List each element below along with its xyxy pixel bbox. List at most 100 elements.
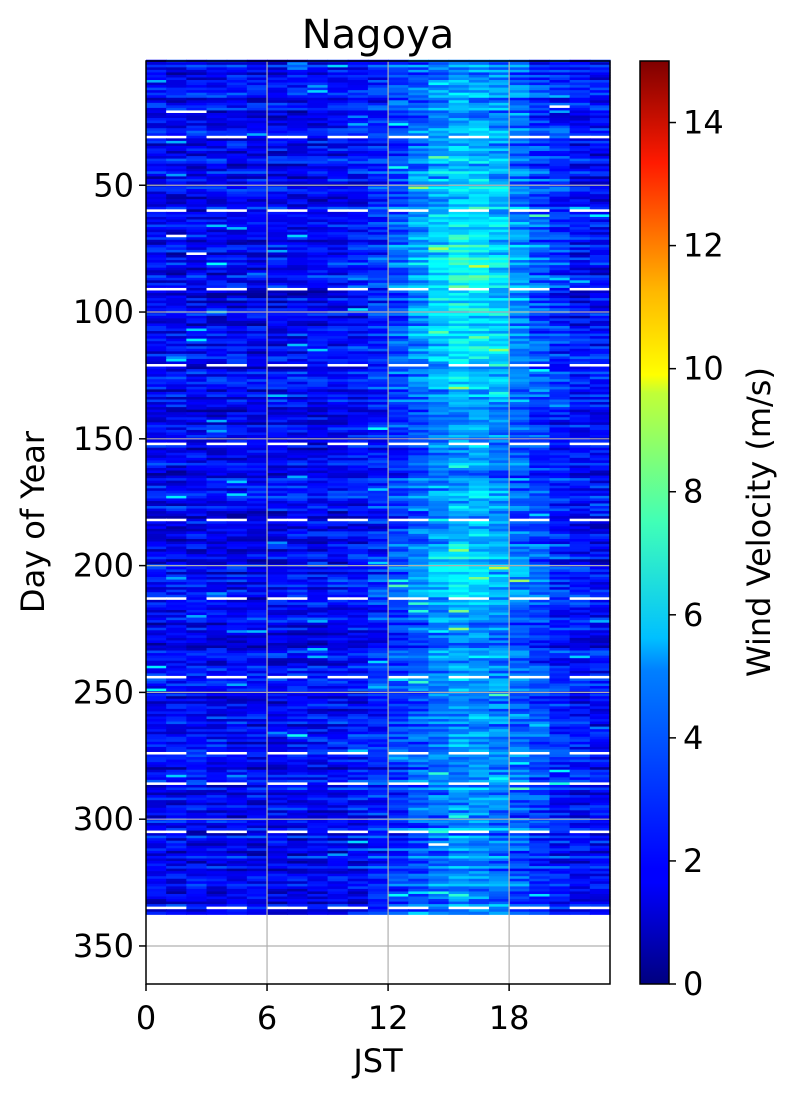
heatmap-cell bbox=[428, 247, 450, 251]
heatmap-cell bbox=[246, 473, 268, 477]
heatmap-cell bbox=[267, 257, 288, 261]
heatmap-cell bbox=[146, 407, 167, 411]
heatmap-cell bbox=[509, 191, 530, 195]
heatmap-cell bbox=[509, 587, 530, 591]
heatmap-cell bbox=[166, 455, 187, 459]
heatmap-cell bbox=[408, 536, 430, 540]
heatmap-cell bbox=[287, 222, 308, 226]
heatmap-cell bbox=[589, 447, 611, 451]
heatmap-cell bbox=[226, 402, 248, 406]
heatmap-cell bbox=[367, 148, 389, 152]
heatmap-cell bbox=[509, 361, 530, 365]
heatmap-cell bbox=[509, 470, 530, 474]
heatmap-cell bbox=[488, 427, 510, 431]
heatmap-cell bbox=[186, 391, 208, 396]
heatmap-cell bbox=[307, 102, 329, 106]
heatmap-cell bbox=[246, 450, 268, 454]
heatmap-cell bbox=[347, 300, 369, 304]
heatmap-cell bbox=[367, 85, 389, 89]
heatmap-cell bbox=[509, 166, 530, 170]
heatmap-cell bbox=[367, 584, 389, 588]
heatmap-cell bbox=[267, 351, 288, 355]
heatmap-cell bbox=[166, 445, 187, 449]
heatmap-cell bbox=[408, 594, 430, 598]
heatmap-cell bbox=[307, 196, 329, 200]
heatmap-cell bbox=[166, 592, 187, 596]
heatmap-cell bbox=[569, 440, 591, 444]
heatmap-cell bbox=[307, 341, 329, 345]
heatmap-cell bbox=[569, 528, 591, 532]
heatmap-cell bbox=[448, 447, 470, 451]
heatmap-cell bbox=[206, 234, 228, 238]
heatmap-cell bbox=[206, 480, 228, 484]
heatmap-cell bbox=[509, 247, 530, 251]
heatmap-cell bbox=[206, 589, 228, 593]
heatmap-cell bbox=[226, 298, 248, 302]
heatmap-cell bbox=[327, 480, 349, 484]
heatmap-cell bbox=[408, 467, 430, 472]
heatmap-cell bbox=[307, 364, 329, 368]
heatmap-cell bbox=[488, 554, 510, 558]
heatmap-cell bbox=[549, 556, 571, 560]
heatmap-cell bbox=[267, 151, 288, 155]
heatmap-cell bbox=[206, 412, 228, 416]
heatmap-cell bbox=[367, 358, 389, 363]
heatmap-cell bbox=[186, 399, 208, 403]
heatmap-cell bbox=[307, 267, 329, 271]
heatmap-cell bbox=[468, 194, 490, 198]
heatmap-cell bbox=[488, 272, 510, 276]
heatmap-cell bbox=[509, 72, 530, 76]
heatmap-cell bbox=[246, 440, 268, 444]
heatmap-cell bbox=[307, 85, 329, 89]
heatmap-cell bbox=[388, 171, 409, 175]
heatmap-cell bbox=[408, 199, 430, 203]
heatmap-cell bbox=[408, 257, 430, 261]
heatmap-cell bbox=[589, 285, 611, 289]
heatmap-cell bbox=[267, 194, 288, 198]
heatmap-cell bbox=[388, 440, 409, 444]
heatmap-cell bbox=[529, 82, 551, 86]
heatmap-cell bbox=[589, 521, 611, 525]
heatmap-cell bbox=[509, 145, 530, 150]
heatmap-cell bbox=[549, 440, 571, 444]
heatmap-cell bbox=[226, 87, 248, 91]
heatmap-cell bbox=[206, 528, 228, 532]
heatmap-cell bbox=[408, 128, 430, 132]
heatmap-cell bbox=[509, 333, 530, 337]
heatmap-cell bbox=[468, 587, 490, 591]
heatmap-cell bbox=[246, 559, 268, 563]
heatmap-cell bbox=[428, 389, 450, 393]
heatmap-cell bbox=[428, 118, 450, 122]
heatmap-cell bbox=[367, 414, 389, 418]
heatmap-cell bbox=[146, 313, 167, 317]
heatmap-cell bbox=[529, 500, 551, 505]
heatmap-cell bbox=[367, 74, 389, 79]
heatmap-cell bbox=[287, 82, 308, 86]
heatmap-cell bbox=[186, 351, 208, 355]
heatmap-cell bbox=[488, 587, 510, 591]
heatmap-cell bbox=[468, 343, 490, 347]
heatmap-cell bbox=[529, 604, 551, 609]
heatmap-cell bbox=[408, 574, 430, 578]
heatmap-cell bbox=[206, 546, 228, 550]
heatmap-cell bbox=[206, 229, 228, 233]
heatmap-cell bbox=[549, 521, 571, 525]
heatmap-cell bbox=[226, 490, 248, 494]
heatmap-cell bbox=[186, 303, 208, 307]
heatmap-cell bbox=[388, 216, 409, 221]
heatmap-cell bbox=[206, 541, 228, 545]
heatmap-cell bbox=[287, 518, 308, 522]
heatmap-cell bbox=[448, 277, 470, 281]
heatmap-cell bbox=[186, 526, 208, 530]
heatmap-cell bbox=[448, 305, 470, 309]
heatmap-cell bbox=[428, 303, 450, 307]
heatmap-cell bbox=[146, 97, 167, 101]
heatmap-cell bbox=[226, 417, 248, 421]
heatmap-cell bbox=[307, 417, 329, 421]
heatmap-cell bbox=[186, 495, 208, 500]
heatmap-cell bbox=[347, 409, 369, 413]
heatmap-cell bbox=[529, 419, 551, 423]
heatmap-cell bbox=[448, 594, 470, 598]
heatmap-cell bbox=[246, 396, 268, 401]
heatmap-cell bbox=[367, 249, 389, 254]
